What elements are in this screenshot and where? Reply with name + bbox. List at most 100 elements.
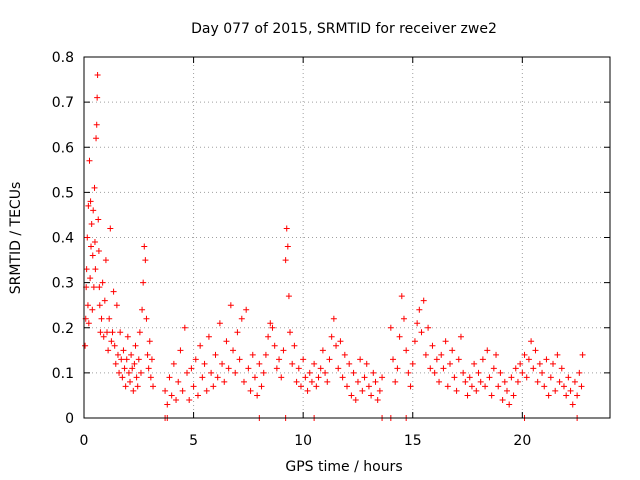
data-point bbox=[512, 365, 519, 372]
data-point bbox=[324, 378, 331, 385]
data-point bbox=[449, 347, 456, 354]
data-point bbox=[116, 369, 123, 376]
data-point bbox=[359, 387, 366, 394]
data-point bbox=[368, 392, 375, 399]
data-point bbox=[460, 369, 467, 376]
data-point bbox=[280, 347, 287, 354]
data-point bbox=[376, 387, 383, 394]
data-point bbox=[234, 329, 241, 336]
data-point bbox=[102, 257, 109, 264]
data-point bbox=[230, 347, 237, 354]
data-point bbox=[112, 360, 119, 367]
data-point bbox=[127, 378, 134, 385]
data-point bbox=[118, 356, 125, 363]
data-point bbox=[114, 351, 121, 358]
data-point bbox=[223, 338, 230, 345]
data-point bbox=[335, 365, 342, 372]
data-point bbox=[225, 365, 232, 372]
data-point bbox=[243, 306, 250, 313]
data-point bbox=[125, 369, 132, 376]
data-point bbox=[256, 360, 263, 367]
data-point bbox=[525, 356, 532, 363]
data-point bbox=[188, 365, 195, 372]
data-point bbox=[543, 356, 550, 363]
data-point bbox=[414, 320, 421, 327]
data-point bbox=[117, 329, 124, 336]
x-tick-label: 15 bbox=[404, 433, 422, 449]
data-point bbox=[269, 324, 276, 331]
data-point bbox=[295, 365, 302, 372]
data-point bbox=[354, 378, 361, 385]
data-point bbox=[416, 306, 423, 313]
data-point bbox=[488, 392, 495, 399]
data-point bbox=[96, 302, 103, 309]
data-point bbox=[348, 392, 355, 399]
data-point bbox=[147, 374, 154, 381]
data-point bbox=[142, 257, 149, 264]
data-point bbox=[444, 383, 451, 390]
data-point bbox=[431, 369, 438, 376]
data-point bbox=[285, 293, 292, 300]
data-point bbox=[265, 333, 272, 340]
data-point bbox=[304, 387, 311, 394]
x-axis-label: GPS time / hours bbox=[285, 459, 402, 475]
data-point bbox=[164, 401, 171, 408]
data-point bbox=[136, 329, 143, 336]
data-point bbox=[121, 365, 128, 372]
data-point bbox=[101, 297, 108, 304]
data-point bbox=[113, 302, 120, 309]
data-point bbox=[84, 234, 91, 241]
data-point bbox=[453, 387, 460, 394]
data-points bbox=[82, 72, 586, 421]
data-point bbox=[297, 383, 304, 390]
y-tick-label: 0.1 bbox=[52, 366, 74, 382]
data-point bbox=[326, 356, 333, 363]
data-point bbox=[184, 369, 191, 376]
data-point bbox=[86, 157, 93, 164]
data-point bbox=[162, 387, 169, 394]
data-point bbox=[574, 392, 581, 399]
data-point bbox=[89, 252, 96, 259]
data-point bbox=[208, 369, 215, 376]
data-point bbox=[284, 243, 291, 250]
data-point bbox=[282, 257, 289, 264]
data-point bbox=[99, 279, 106, 286]
data-point bbox=[490, 365, 497, 372]
data-point bbox=[455, 356, 462, 363]
data-point bbox=[541, 383, 548, 390]
data-point bbox=[579, 351, 586, 358]
data-point bbox=[558, 365, 565, 372]
plot-frame bbox=[83, 56, 611, 419]
y-tick-label: 0 bbox=[65, 411, 74, 427]
data-point bbox=[262, 351, 269, 358]
data-point bbox=[477, 378, 484, 385]
y-tick-label: 0.3 bbox=[52, 276, 74, 292]
data-point bbox=[92, 266, 99, 273]
data-point bbox=[119, 374, 126, 381]
data-point bbox=[499, 396, 506, 403]
data-point bbox=[249, 351, 256, 358]
data-point bbox=[560, 383, 567, 390]
data-point bbox=[100, 333, 107, 340]
data-point bbox=[140, 279, 147, 286]
data-point bbox=[484, 347, 491, 354]
data-point bbox=[387, 324, 394, 331]
y-axis-label: SRMTID / TECUs bbox=[8, 182, 24, 295]
data-point bbox=[451, 374, 458, 381]
data-point bbox=[379, 374, 386, 381]
data-point bbox=[166, 374, 173, 381]
data-point bbox=[322, 369, 329, 376]
data-point bbox=[273, 365, 280, 372]
y-tick-label: 0.5 bbox=[52, 185, 74, 201]
data-point bbox=[447, 360, 454, 367]
data-point bbox=[396, 333, 403, 340]
data-point bbox=[337, 338, 344, 345]
data-point bbox=[539, 369, 546, 376]
data-point bbox=[91, 239, 98, 246]
data-point bbox=[508, 374, 515, 381]
data-point bbox=[94, 94, 101, 101]
data-point bbox=[96, 284, 103, 291]
data-point bbox=[482, 383, 489, 390]
data-point bbox=[106, 315, 113, 322]
